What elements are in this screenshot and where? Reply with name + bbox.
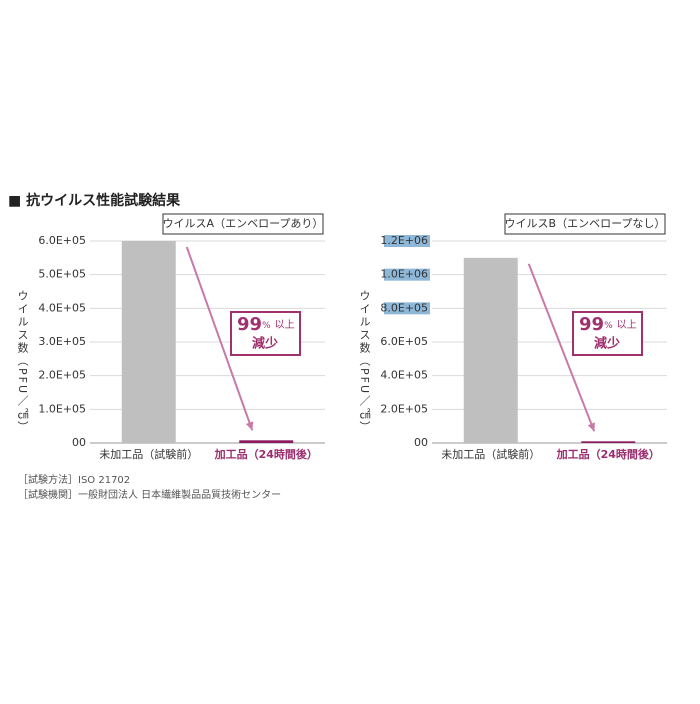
annotation-line2: 減少 [252, 336, 278, 352]
bar [581, 441, 636, 443]
y-tick-label: 5.0E+05 [38, 268, 86, 281]
annotation-box [230, 311, 301, 356]
annotation-line2: 減少 [594, 336, 620, 352]
y-tick-label: 3.0E+05 [38, 335, 86, 348]
x-tick-label: 加工品（24時間後） [556, 447, 660, 461]
y-tick-label: 2.0E+05 [380, 402, 428, 415]
note: ［試験方法］ISO 21702 [18, 473, 130, 486]
heading: ■ 抗ウイルス性能試験結果 [8, 192, 181, 209]
annotation-number: 99 [579, 314, 604, 335]
y-tick-label: 4.0E+05 [38, 301, 86, 314]
tick-highlight [384, 302, 430, 315]
chart-title: ウイルスA（エンベロープあり） [163, 217, 324, 230]
annotation-box [572, 311, 643, 356]
bar [121, 241, 176, 443]
arrow-head [587, 422, 595, 432]
annotation-number: 99 [237, 314, 262, 335]
annotation-suffix: 以上 [617, 319, 637, 331]
title-box [504, 213, 666, 235]
y-tick-label: 1.0E+05 [38, 402, 86, 415]
tick-highlight [384, 268, 430, 281]
y-tick-label: 6.0E+05 [380, 335, 428, 348]
y-tick-label: 4.0E+05 [380, 369, 428, 382]
bar [463, 257, 518, 443]
y-tick-label: 00 [414, 436, 428, 449]
arrow [185, 246, 254, 431]
arrow [527, 263, 596, 432]
y-tick-label: 00 [72, 436, 86, 449]
x-tick-label: 加工品（24時間後） [214, 447, 318, 461]
x-tick-label: 未加工品（試験前） [99, 447, 198, 461]
bar [239, 440, 294, 443]
chart-title: ウイルスB（エンベロープなし） [505, 217, 666, 230]
y-tick-label: 1.0E+06 [380, 268, 428, 281]
y-tick-label: 1.2E+06 [380, 234, 428, 247]
annotation-line1: 99% 以上 [237, 314, 295, 335]
annotation-line1: 99% 以上 [579, 314, 637, 335]
note: ［試験機関］一般財団法人 日本繊維製品品質技術センター [18, 488, 281, 501]
y-axis-label: ウイルス数（PFU／㎠） [16, 290, 29, 434]
y-tick-label: 6.0E+05 [38, 234, 86, 247]
tick-highlight [384, 235, 430, 247]
title-box [162, 213, 324, 235]
annotation-unit: % [604, 321, 613, 331]
y-tick-label: 8.0E+05 [380, 301, 428, 314]
arrow-head [245, 421, 254, 431]
y-axis-label: ウイルス数（PFU／㎠） [358, 290, 371, 434]
x-tick-label: 未加工品（試験前） [441, 447, 540, 461]
y-tick-label: 2.0E+05 [38, 369, 86, 382]
annotation-unit: % [262, 321, 271, 331]
annotation-suffix: 以上 [275, 319, 295, 331]
